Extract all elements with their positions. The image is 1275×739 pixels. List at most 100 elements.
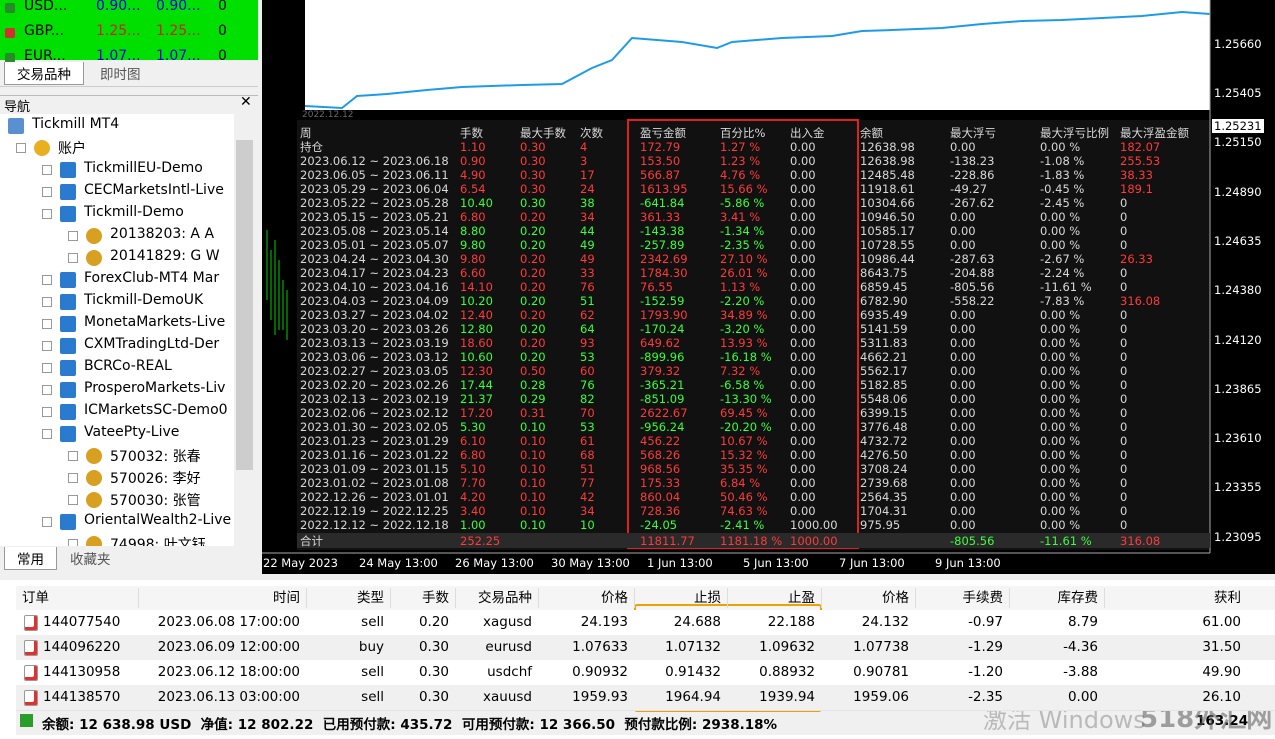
- expander[interactable]: [42, 429, 52, 439]
- expander[interactable]: [68, 451, 78, 461]
- tab[interactable]: 常用: [4, 547, 57, 570]
- tree-node[interactable]: 570032: 张春: [110, 449, 201, 465]
- tree-node[interactable]: ICMarketsSC-Demo0: [84, 402, 228, 418]
- order-cell: 1964.94: [665, 689, 721, 705]
- expander[interactable]: [42, 385, 52, 395]
- report-cell: 2023.04.24 ~ 2023.04.30: [300, 252, 449, 266]
- tree-node[interactable]: Tickmill-Demo: [84, 204, 184, 220]
- expander[interactable]: [68, 495, 78, 505]
- tree-node[interactable]: VateePty-Live: [84, 424, 180, 440]
- report-cell: 5182.85: [860, 378, 908, 392]
- report-cell: 860.04: [640, 490, 681, 504]
- tree-node[interactable]: 74998: 叶文钰: [110, 537, 206, 546]
- order-row[interactable]: [16, 660, 1275, 686]
- report-cell: 0.00: [950, 224, 976, 238]
- report-cell: -204.88: [950, 266, 995, 280]
- report-cell: 24: [580, 182, 595, 196]
- expander[interactable]: [16, 143, 26, 153]
- expander[interactable]: [42, 319, 52, 329]
- tree-node[interactable]: ForexClub-MT4 Mar: [84, 270, 220, 286]
- price-label: 1.25150: [1214, 135, 1262, 149]
- report-cell: 4.20: [460, 490, 486, 504]
- expander[interactable]: [68, 473, 78, 483]
- order-cell: 1939.94: [759, 689, 815, 705]
- report-cell: 6859.45: [860, 280, 908, 294]
- expander[interactable]: [42, 165, 52, 175]
- report-cell: 189.1: [1120, 182, 1153, 196]
- expander[interactable]: [42, 187, 52, 197]
- mw-cell: 0: [218, 0, 227, 14]
- navigator-header: [0, 95, 258, 114]
- expander[interactable]: [42, 363, 52, 373]
- tree-node[interactable]: BCRCo-REAL: [84, 358, 172, 374]
- tree-node[interactable]: 570026: 李好: [110, 471, 201, 487]
- order-cell: 0.91432: [665, 664, 721, 680]
- tab[interactable]: 即时图: [100, 67, 141, 83]
- equity-line: [304, 10, 1211, 110]
- node-icon: [8, 118, 24, 134]
- report-header: 周: [300, 126, 312, 140]
- tree-node[interactable]: OrientalWealth2-Live: [84, 512, 232, 528]
- order-cell: 2023.06.09 12:00:00: [157, 639, 300, 655]
- report-cell: -1.34 %: [720, 224, 765, 238]
- chart-decor: [262, 0, 1211, 554]
- expander[interactable]: [42, 297, 52, 307]
- tree-node[interactable]: ProsperoMarkets-Liv: [84, 380, 226, 396]
- report-cell: 0.00: [790, 350, 816, 364]
- report-cell: 175.33: [640, 476, 681, 490]
- report-cell: 1704.31: [860, 504, 908, 518]
- report-cell: 4: [580, 140, 588, 154]
- report-header: 最大手数: [520, 126, 566, 140]
- tree-node[interactable]: Tickmill MT4: [32, 116, 120, 132]
- report-panel: [297, 120, 1210, 550]
- order-cell: 1959.93: [572, 689, 628, 705]
- tree-node[interactable]: 20141829: G W: [110, 248, 220, 264]
- report-cell: 2023.02.27 ~ 2023.03.05: [300, 364, 449, 378]
- order-cell: 0.00: [1067, 689, 1098, 705]
- expander[interactable]: [68, 539, 78, 546]
- order-row[interactable]: [16, 685, 1275, 711]
- status-icon: [20, 714, 33, 727]
- tree-node[interactable]: TickmillEU-Demo: [84, 160, 203, 176]
- tree-node[interactable]: 570030: 张管: [110, 493, 201, 509]
- order-cell: 0.88932: [759, 664, 815, 680]
- report-cell: 0.20: [520, 308, 546, 322]
- expander[interactable]: [42, 407, 52, 417]
- tree-node[interactable]: CECMarketsIntl-Live: [84, 182, 224, 198]
- column-header: 库存费: [1057, 590, 1099, 606]
- tree-node[interactable]: MonetaMarkets-Live: [84, 314, 226, 330]
- expander[interactable]: [42, 517, 52, 527]
- node-icon: [60, 184, 76, 200]
- expander[interactable]: [42, 209, 52, 219]
- tab[interactable]: 收藏夹: [70, 552, 111, 568]
- tree-node[interactable]: 20138203: A A: [110, 226, 215, 242]
- report-cell: 12638.98: [860, 140, 915, 154]
- order-cell: -1.29: [968, 639, 1003, 655]
- tab[interactable]: 交易品种: [4, 62, 84, 85]
- expander[interactable]: [42, 275, 52, 285]
- report-cell: 255.53: [1120, 154, 1161, 168]
- report-cell: 17.20: [460, 406, 493, 420]
- close-button[interactable]: ✕: [240, 94, 252, 110]
- report-cell: -899.96: [640, 350, 685, 364]
- tree-node[interactable]: Tickmill-DemoUK: [84, 292, 204, 308]
- report-cell: 0.00 %: [1040, 364, 1081, 378]
- report-cell: 182.07: [1120, 140, 1161, 154]
- expander[interactable]: [42, 341, 52, 351]
- tree-node[interactable]: CXMTradingLtd-Der: [84, 336, 220, 352]
- order-cell: -3.88: [1063, 664, 1098, 680]
- report-cell: 0.00 %: [1040, 518, 1081, 532]
- report-header: 最大浮亏: [950, 126, 996, 140]
- expander[interactable]: [68, 231, 78, 241]
- tree-node[interactable]: 账户: [58, 141, 86, 157]
- report-cell: 0: [1120, 210, 1128, 224]
- node-icon: [60, 338, 76, 354]
- mw-cell: 1.25...: [156, 23, 201, 39]
- report-cell: 6.84 %: [720, 476, 761, 490]
- mw-arrow: [5, 53, 15, 63]
- time-label: 9 Jun 13:00: [935, 556, 1001, 570]
- time-label: 24 May 13:00: [359, 556, 438, 570]
- expander[interactable]: [68, 253, 78, 263]
- mw-arrow: [5, 3, 15, 13]
- report-cell: 0.29: [520, 392, 546, 406]
